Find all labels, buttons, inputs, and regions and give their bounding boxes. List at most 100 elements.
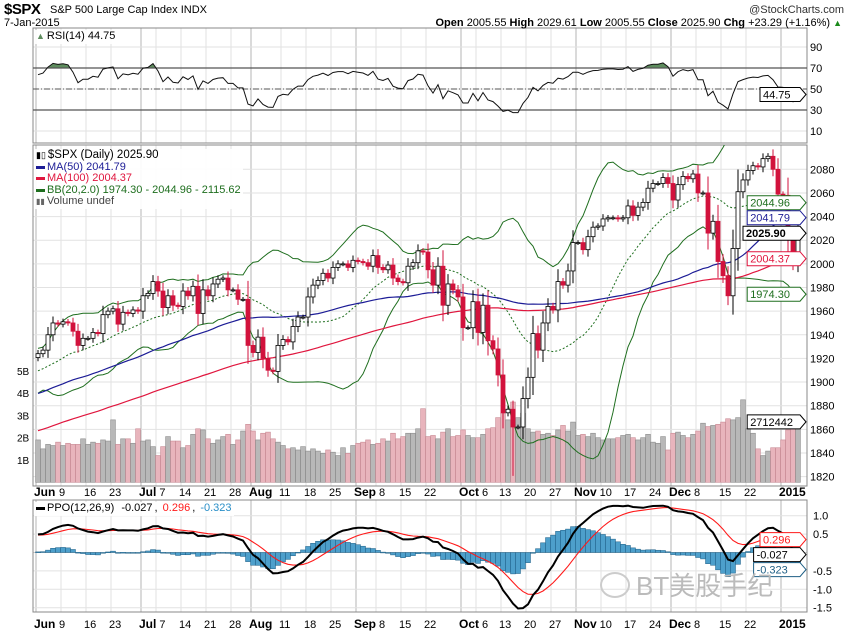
volume-bar bbox=[565, 430, 571, 483]
ppo-histogram-bar bbox=[120, 552, 126, 554]
candle-body bbox=[330, 267, 336, 279]
candle-body bbox=[285, 339, 291, 343]
date-axis-label: 17 bbox=[624, 487, 636, 499]
volume-bar bbox=[325, 449, 331, 483]
ppo-histogram-bar bbox=[450, 552, 456, 560]
candle-body bbox=[235, 289, 241, 300]
volume-bar bbox=[560, 425, 566, 483]
volume-bar bbox=[700, 422, 706, 483]
volume-bar bbox=[95, 442, 101, 483]
candle-body bbox=[590, 226, 596, 238]
volume-bar bbox=[135, 428, 141, 483]
volume-bar bbox=[70, 444, 76, 483]
candle-body bbox=[770, 155, 776, 170]
ppo-histogram-bar bbox=[625, 545, 631, 553]
candle-body bbox=[250, 345, 256, 353]
volume-bar bbox=[175, 440, 181, 483]
volume-bar bbox=[40, 448, 46, 483]
date-axis-label: Jun bbox=[34, 485, 55, 499]
volume-bar bbox=[615, 437, 621, 483]
volume-bar bbox=[390, 432, 396, 483]
ppo-histogram-bar bbox=[240, 552, 246, 557]
date-axis-label: 18 bbox=[304, 619, 316, 631]
candle-body bbox=[535, 333, 541, 351]
date-axis-label: 17 bbox=[624, 619, 636, 631]
ppo-histogram-bar bbox=[180, 552, 186, 555]
bb-lower-value-flag: 1974.30 bbox=[750, 289, 790, 301]
candle-body bbox=[55, 322, 61, 325]
candle-body bbox=[220, 277, 226, 280]
date-axis-label: 16 bbox=[84, 619, 96, 631]
candle-body bbox=[705, 192, 711, 234]
candle-body bbox=[245, 298, 251, 346]
volume-legend: Volume undef bbox=[46, 195, 115, 208]
candle-body bbox=[415, 250, 421, 264]
candle-body bbox=[105, 310, 111, 316]
volume-bar bbox=[180, 447, 186, 483]
candle-body bbox=[630, 205, 636, 216]
candle-body bbox=[680, 175, 686, 186]
date-axis-label: 20 bbox=[524, 619, 536, 631]
volume-bar bbox=[415, 428, 421, 483]
candle-body bbox=[320, 272, 326, 281]
volume-bar bbox=[50, 445, 56, 483]
volume-bar bbox=[410, 432, 416, 483]
volume-bar bbox=[645, 434, 651, 483]
candle-body bbox=[585, 236, 591, 251]
price-tick-label: 2020 bbox=[810, 235, 834, 247]
candle-body bbox=[310, 284, 316, 298]
ppo-histogram-bar bbox=[350, 543, 356, 553]
volume-bar bbox=[395, 438, 401, 483]
ppo-histogram-bar bbox=[105, 551, 111, 554]
volume-bar bbox=[315, 450, 321, 483]
ppo-histogram-flag-box bbox=[753, 562, 807, 578]
ppo-histogram-bar bbox=[410, 552, 416, 556]
price-tick-label: 2080 bbox=[810, 164, 834, 176]
ppo-histogram-bar bbox=[285, 552, 291, 560]
volume-bar bbox=[105, 440, 111, 483]
candle-body bbox=[260, 336, 266, 359]
ppo-histogram-bar bbox=[685, 552, 691, 556]
price-panel-frame bbox=[32, 144, 808, 487]
volume-bar bbox=[360, 441, 366, 483]
price-tick-label: 1900 bbox=[810, 377, 834, 389]
volume-bar bbox=[640, 437, 646, 483]
volume-bar bbox=[420, 408, 426, 483]
ppo-tick-label: 0.5 bbox=[813, 529, 828, 541]
volume-bar bbox=[195, 428, 201, 483]
volume-bar bbox=[370, 444, 376, 483]
ppo-histogram-bar bbox=[135, 552, 141, 554]
volume-bar bbox=[230, 444, 236, 483]
candle-body bbox=[170, 295, 176, 306]
volume-bar bbox=[400, 436, 406, 483]
ppo-histogram-bar bbox=[70, 549, 76, 553]
volume-tick-label: 3B bbox=[17, 411, 30, 422]
date-axis-label: 14 bbox=[179, 619, 191, 631]
wechat-icon bbox=[600, 571, 630, 598]
ppo-histogram-bar bbox=[330, 539, 336, 553]
ppo-histogram-bar bbox=[200, 552, 206, 556]
date-axis-label: 23 bbox=[109, 487, 121, 499]
grid-lines bbox=[33, 28, 807, 612]
candle-body bbox=[390, 264, 396, 279]
symbol-description: S&P 500 Large Cap Index bbox=[50, 4, 178, 16]
rsi-icon: ▲ bbox=[36, 31, 45, 42]
date-axis-label: 28 bbox=[229, 619, 241, 631]
candle-body bbox=[325, 272, 331, 279]
candle-body bbox=[215, 278, 221, 285]
candle-body bbox=[190, 285, 196, 297]
candle-body bbox=[405, 265, 411, 284]
volume-bar bbox=[670, 432, 676, 483]
volume-bar bbox=[435, 438, 441, 483]
date-axis-label: Nov bbox=[574, 485, 597, 499]
volume-bar bbox=[425, 436, 431, 483]
date-axis-label: 10 bbox=[600, 619, 612, 631]
volume-bar bbox=[630, 437, 636, 483]
price-legend: ▮▯ $SPX (Daily) 2025.90 MA(50) 2041.79 MA… bbox=[34, 149, 243, 209]
volume-bar bbox=[35, 439, 41, 483]
candle-body bbox=[95, 332, 101, 334]
date-axis-label: Jul bbox=[139, 617, 156, 631]
volume-bar bbox=[655, 442, 661, 483]
volume-bar bbox=[730, 419, 736, 483]
candle-body bbox=[635, 206, 641, 216]
